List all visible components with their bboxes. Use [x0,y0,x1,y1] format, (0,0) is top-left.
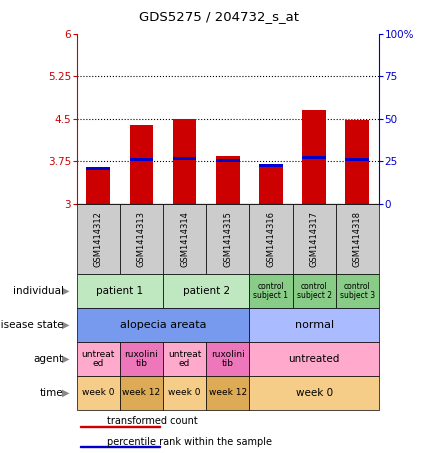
Text: GSM1414313: GSM1414313 [137,211,146,267]
Bar [120,204,163,274]
Bar [120,376,163,410]
Bar [206,342,249,376]
Text: patient 1: patient 1 [96,286,143,296]
Bar [249,204,293,274]
Text: ▶: ▶ [62,320,70,330]
Text: week 0: week 0 [168,389,201,397]
Bar [77,376,120,410]
Text: ruxolini
tib: ruxolini tib [124,350,158,368]
Bar [346,158,369,161]
Bar [163,376,206,410]
Text: untreat
ed: untreat ed [81,350,115,368]
Bar [173,157,197,160]
Text: alopecia areata: alopecia areata [120,320,206,330]
Bar [302,156,326,159]
Bar [249,308,379,342]
Text: percentile rank within the sample: percentile rank within the sample [107,437,272,447]
Bar [336,274,379,308]
Text: untreat
ed: untreat ed [168,350,201,368]
Bar [249,376,379,410]
Bar [293,274,336,308]
Text: GSM1414317: GSM1414317 [310,211,318,267]
Bar [259,164,283,167]
Text: GSM1414314: GSM1414314 [180,211,189,267]
Bar [336,204,379,274]
Text: GSM1414316: GSM1414316 [266,211,276,267]
Text: normal: normal [294,320,334,330]
Bar [80,426,159,427]
Text: patient 2: patient 2 [183,286,230,296]
Bar [249,274,293,308]
Bar [163,274,249,308]
Text: untreated: untreated [288,354,340,364]
Text: week 12: week 12 [208,389,247,397]
Text: time: time [40,388,64,398]
Bar [249,342,379,376]
Text: ▶: ▶ [62,286,70,296]
Text: control
subject 1: control subject 1 [254,282,289,300]
Text: GSM1414318: GSM1414318 [353,211,362,267]
Bar [130,125,153,204]
Text: ▶: ▶ [62,388,70,398]
Bar [77,274,163,308]
Text: control
subject 2: control subject 2 [297,282,332,300]
Bar [173,119,197,204]
Text: GSM1414312: GSM1414312 [94,211,103,267]
Bar [130,158,153,161]
Bar [163,342,206,376]
Text: transformed count: transformed count [107,416,198,426]
Bar [80,446,159,448]
Text: disease state: disease state [0,320,64,330]
Bar [259,164,283,204]
Bar [206,376,249,410]
Bar [346,120,369,204]
Text: ▶: ▶ [62,354,70,364]
Text: GSM1414315: GSM1414315 [223,211,232,267]
Text: agent: agent [33,354,64,364]
Text: week 0: week 0 [82,389,114,397]
Bar [86,167,110,204]
Text: week 12: week 12 [122,389,160,397]
Bar [302,111,326,204]
Bar [86,167,110,170]
Bar [77,204,120,274]
Bar [77,308,249,342]
Text: week 0: week 0 [296,388,333,398]
Text: ruxolini
tib: ruxolini tib [211,350,245,368]
Text: GDS5275 / 204732_s_at: GDS5275 / 204732_s_at [139,10,299,23]
Text: control
subject 3: control subject 3 [340,282,375,300]
Bar [206,204,249,274]
Text: individual: individual [13,286,64,296]
Bar [216,159,240,162]
Bar [120,342,163,376]
Bar [293,204,336,274]
Bar [77,342,120,376]
Bar [163,204,206,274]
Bar [216,156,240,204]
